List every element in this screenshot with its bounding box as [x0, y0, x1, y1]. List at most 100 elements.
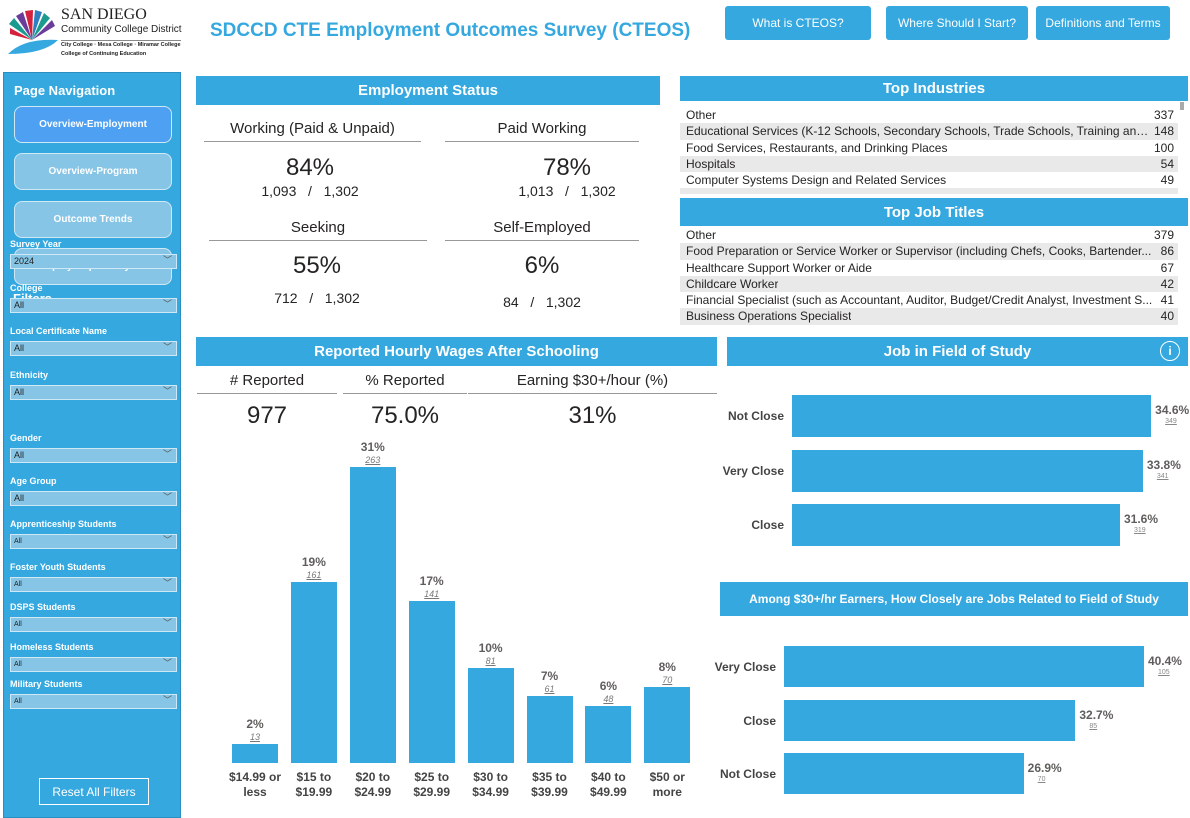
chevron-down-icon: ﹀: [162, 695, 172, 705]
kpi-percent: 55%: [292, 252, 342, 279]
wage-bar-count: 48: [603, 693, 614, 704]
list-item[interactable]: Educational Services (K-12 Schools, Seco…: [680, 123, 1178, 140]
filter-dropdown[interactable]: 2024 ﹀: [10, 254, 177, 269]
filter-label: Gender: [10, 433, 42, 443]
wage-category: $35 to $39.99: [531, 770, 568, 799]
item-name: Hospitals: [686, 156, 736, 171]
list-item[interactable]: Hospitals 54: [680, 155, 1178, 173]
wage-bar-count: 81: [485, 655, 496, 666]
h-bar-count: 349: [1165, 418, 1177, 425]
filter-dropdown[interactable]: All ﹀: [10, 577, 177, 592]
chevron-down-icon: ﹀: [162, 255, 172, 265]
filter-label: Military Students: [10, 679, 83, 689]
definitions-button[interactable]: Definitions and Terms: [1036, 6, 1170, 40]
wage-kpi-value: 31%: [568, 402, 617, 429]
h-bar-label: 31.6%: [1124, 512, 1159, 526]
logo-line4: College of Continuing Education: [61, 51, 147, 57]
wage-bar: [526, 696, 573, 763]
list-item[interactable]: Childcare Worker 42: [680, 275, 1178, 293]
filter-value: All: [14, 493, 25, 503]
filter-dropdown[interactable]: All ﹀: [10, 617, 177, 632]
info-icon[interactable]: i: [1160, 341, 1180, 361]
top-job-titles-list[interactable]: Other 379 Food Preparation or Service Work…: [680, 227, 1178, 325]
filter-value: All: [14, 387, 25, 397]
filter-dropdown[interactable]: All ﹀: [10, 341, 177, 356]
chevron-down-icon: ﹀: [162, 618, 172, 628]
kpi-fraction: 712 / 1,302: [274, 290, 360, 306]
filter-value: All: [14, 581, 22, 588]
list-item[interactable]: Food Preparation or Service Worker or Su…: [680, 243, 1178, 260]
filter-value: All: [14, 450, 25, 460]
item-name: Business Operations Specialist: [686, 309, 852, 324]
h-bar-count: 105: [1157, 668, 1170, 676]
field30-header: Among $30+/hr Earners, How Closely are J…: [720, 582, 1188, 616]
wage-bar-count: 141: [424, 588, 440, 599]
nav-overview-program[interactable]: Overview-Program: [14, 153, 172, 190]
wage-bar-label: 19%: [301, 554, 326, 569]
wage-bar-count: 70: [662, 674, 673, 685]
filter-value: All: [14, 698, 22, 705]
top-industries-list[interactable]: Other 337 Educational Services (K-12 Schoo…: [680, 107, 1178, 194]
list-item[interactable]: Computer Systems Design and Related Serv…: [680, 172, 1178, 188]
list-item[interactable]: Healthcare Support Worker or Aide 67: [680, 260, 1178, 276]
filter-dropdown[interactable]: All ﹀: [10, 491, 177, 506]
kpi-fraction: 84 / 1,302: [503, 294, 581, 310]
sidebar: Page Navigation Overview-Employment Over…: [3, 72, 181, 818]
list-item[interactable]: Financial Specialist (such as Accountant…: [680, 292, 1178, 308]
nav-overview-employment[interactable]: Overview-Employment: [14, 106, 172, 143]
filter-dropdown[interactable]: All ﹀: [10, 298, 177, 313]
chevron-down-icon: ﹀: [162, 299, 172, 309]
item-count: 100: [1153, 140, 1174, 155]
wage-category: $30 to $34.99: [472, 770, 509, 799]
where-to-start-button[interactable]: Where Should I Start?: [886, 6, 1028, 40]
filter-dropdown[interactable]: All ﹀: [10, 448, 177, 463]
filter-dropdown[interactable]: All ﹀: [10, 657, 177, 672]
list-item[interactable]: Business Operations Specialist 40: [680, 308, 1178, 325]
chevron-down-icon: ﹀: [162, 492, 172, 502]
reset-filters-button[interactable]: Reset All Filters: [39, 778, 149, 805]
nav-title: Page Navigation: [14, 83, 116, 98]
list-item[interactable]: Food Services, Restaurants, and Drinking…: [680, 140, 1178, 156]
filter-dropdown[interactable]: All ﹀: [10, 534, 177, 549]
wage-kpi-value: 977: [246, 402, 288, 429]
filter-value: All: [14, 621, 22, 628]
filter-dropdown[interactable]: All ﹀: [10, 385, 177, 400]
list-item[interactable]: Other 379: [680, 227, 1178, 243]
item-count: 49: [1160, 173, 1174, 188]
kpi-percent: 78%: [542, 154, 592, 181]
logo: SAN DIEGO Community College District Cit…: [4, 4, 194, 64]
list-item[interactable]: [680, 188, 1178, 194]
item-count: 86: [1160, 244, 1174, 259]
what-is-cteos-button[interactable]: What is CTEOS?: [725, 6, 871, 40]
wage-bar-count: 13: [249, 731, 260, 742]
wage-bar-count: 161: [306, 569, 322, 580]
kpi-label: Working (Paid & Unpaid): [204, 120, 421, 142]
h-bar-count: 341: [1156, 473, 1169, 480]
wage-category: $14.99 or less: [228, 770, 282, 799]
h-category: Not Close: [727, 409, 784, 423]
nav-outcome-trends[interactable]: Outcome Trends: [14, 201, 172, 238]
wage-bar-label: 31%: [360, 440, 385, 454]
wage-bar-label: 17%: [419, 573, 444, 588]
h-bar-label: 34.6%: [1155, 403, 1190, 417]
top-industries-header: Top Industries: [680, 76, 1188, 101]
h-bar: [784, 753, 1024, 794]
list-item[interactable]: Other 337: [680, 107, 1178, 123]
h-bar-count: 85: [1089, 722, 1098, 730]
filter-label: Age Group: [10, 476, 57, 486]
filter-label: Apprenticeship Students: [10, 519, 117, 529]
h-bar-label: 33.8%: [1146, 458, 1181, 472]
item-name: Food Services, Restaurants, and Drinking…: [686, 140, 948, 155]
wage-bar-label: 6%: [599, 678, 618, 693]
field-of-study-header: Job in Field of Study i: [727, 337, 1188, 366]
field-title: Job in Field of Study: [883, 343, 1032, 360]
h-category: Very Close: [722, 464, 784, 478]
wage-category: $15 to $19.99: [295, 770, 333, 799]
wage-kpi-label: # Reported: [197, 372, 337, 394]
filter-dropdown[interactable]: All ﹀: [10, 694, 177, 709]
top-job-titles-header: Top Job Titles: [680, 198, 1188, 226]
employment-status-header: Employment Status: [196, 76, 660, 105]
h-category: Very Close: [714, 659, 776, 674]
wage-bar: [290, 581, 337, 763]
industries-scrollbar[interactable]: [1180, 102, 1184, 110]
